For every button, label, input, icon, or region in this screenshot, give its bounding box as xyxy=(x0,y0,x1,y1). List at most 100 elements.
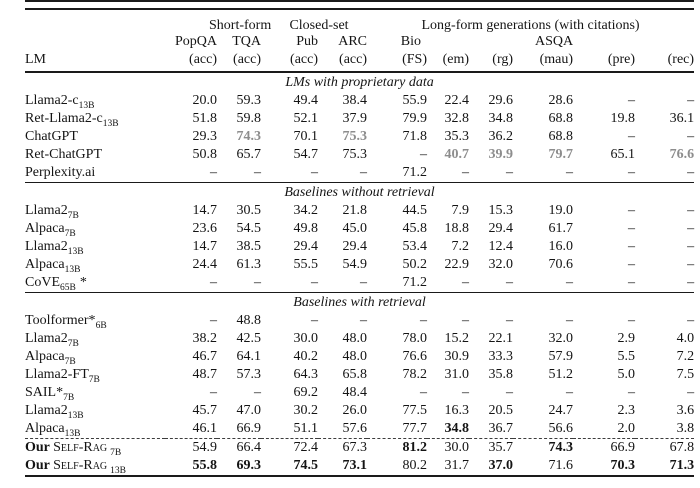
metric-value: 46.7 xyxy=(192,349,218,364)
metric-value: – xyxy=(360,275,368,290)
metric-value: 64.1 xyxy=(236,349,262,364)
metric-header-acc: (acc) xyxy=(217,50,261,73)
metric-value: 18.8 xyxy=(444,221,470,236)
metric-value: – xyxy=(210,275,217,290)
metric-value: 74.3 xyxy=(236,129,262,144)
metric-header-acc: (acc) xyxy=(261,50,318,73)
dataset-header-empty xyxy=(573,34,635,50)
metric-value: 29.4 xyxy=(293,239,319,254)
section-title: Baselines with retrieval xyxy=(25,292,695,312)
metric-value: 24.4 xyxy=(192,257,218,272)
metric-value: 71.6 xyxy=(548,458,574,473)
metric-value: 37.9 xyxy=(342,111,368,126)
metric-value: – xyxy=(420,147,428,162)
metric-value: – xyxy=(311,275,318,290)
metric-value: 34.2 xyxy=(293,203,319,218)
model-name-cell: Llama2-c13B xyxy=(25,92,165,111)
section-title-row: LMs with proprietary data xyxy=(25,72,694,92)
metric-value: 75.3 xyxy=(342,147,368,162)
dataset-header-row: PopQA TQA Pub ARC Bio ASQA xyxy=(25,34,694,50)
metric-value: 46.1 xyxy=(192,421,218,436)
model-row: Our Self-Rag 13B 55.8 69.3 74.5 73.1 80.2 31.7 3… xyxy=(25,457,694,476)
metric-value: 55.8 xyxy=(192,458,218,473)
metric-value: 49.4 xyxy=(293,93,319,108)
table-header: Short-form Closed-set Long-form generati… xyxy=(25,9,695,73)
metric-value: 76.6 xyxy=(402,349,428,364)
metric-value: 54.9 xyxy=(342,257,368,272)
metric-value: 48.4 xyxy=(342,385,368,400)
dataset-header-tqa: TQA xyxy=(232,34,261,49)
metric-value: 29.3 xyxy=(192,129,218,144)
metric-value: – xyxy=(462,165,470,180)
metric-value: – xyxy=(254,275,261,290)
dataset-header-empty xyxy=(469,34,513,50)
metric-value: 5.0 xyxy=(617,367,636,382)
metric-value: 61.3 xyxy=(236,257,262,272)
metric-value: 71.8 xyxy=(402,129,428,144)
metric-value: 67.3 xyxy=(318,438,368,457)
model-name-cell: Our Self-Rag 7B xyxy=(25,438,165,458)
model-row: Alpaca7B 23.6 54.5 49.8 45.0 45.8 18.8 29.4 61.7… xyxy=(25,220,694,239)
metric-header-em: (em) xyxy=(427,50,470,73)
model-size-subscript: 65B xyxy=(60,282,76,293)
metric-value: 49.8 xyxy=(293,221,319,236)
model-row: Our Self-Rag 7B 54.9 66.4 72.4 67.3 81.2 30.0 35… xyxy=(25,438,695,458)
metric-value: 38.4 xyxy=(342,93,368,108)
model-size-subscript: 13B xyxy=(67,246,84,257)
metric-header-rg: (rg) xyxy=(469,50,514,73)
metric-value: 32.0 xyxy=(548,331,574,346)
metric-header-rec: (rec) xyxy=(635,50,695,73)
metric-value: – xyxy=(360,165,368,180)
metric-header-acc: (acc) xyxy=(318,50,368,73)
metric-value: 51.8 xyxy=(192,111,218,126)
metric-value: 71.2 xyxy=(402,275,428,290)
metric-value: 12.4 xyxy=(488,239,514,254)
metric-value: 2.0 xyxy=(617,421,636,436)
metric-value: – xyxy=(628,313,636,328)
metric-value: 36.7 xyxy=(488,421,514,436)
metric-value: 56.6 xyxy=(548,421,574,436)
metric-value: – xyxy=(628,203,636,218)
model-name-cell: Llama2-FT7B xyxy=(25,366,165,385)
metric-value: 34.8 xyxy=(444,421,470,436)
model-name: Llama2 xyxy=(25,403,68,418)
metric-value: 7.2 xyxy=(676,349,695,364)
metric-value: 29.4 xyxy=(342,239,368,254)
metric-value: – xyxy=(628,165,636,180)
model-size-subscript: 13B xyxy=(64,428,81,439)
metric-value: 73.1 xyxy=(342,458,368,473)
metric-value: 70.6 xyxy=(548,257,574,272)
metric-value: 65.1 xyxy=(610,147,636,162)
model-name: CoVE xyxy=(25,275,60,290)
metric-value: 30.2 xyxy=(293,403,319,418)
metric-value: 19.8 xyxy=(610,111,636,126)
metric-value: 16.0 xyxy=(548,239,574,254)
model-name: Alpaca xyxy=(25,221,65,236)
model-size-subscript: 13B xyxy=(102,118,119,129)
lm-column-spacer xyxy=(25,9,165,34)
model-row: Alpaca13B 46.1 66.9 51.1 57.6 77.7 34.8 36.7 56.… xyxy=(25,420,694,439)
metric-value: 57.6 xyxy=(342,421,368,436)
metric-value: – xyxy=(210,165,217,180)
dataset-header-empty xyxy=(635,34,694,50)
model-name: Llama2 xyxy=(25,239,68,254)
metric-value: 22.9 xyxy=(444,257,470,272)
model-size-subscript: 7B xyxy=(67,210,79,221)
metric-value: 68.8 xyxy=(548,111,574,126)
table-body: LMs with proprietary data Llama2-c13B 20.0… xyxy=(25,72,695,476)
metric-value: 81.2 xyxy=(367,438,428,457)
metric-value: – xyxy=(311,313,318,328)
metric-value: 2.9 xyxy=(617,331,636,346)
metric-value: 38.5 xyxy=(236,239,262,254)
model-row: SAIL*7B – – 69.2 48.4 – – – – – – xyxy=(25,384,694,403)
metric-value: 75.3 xyxy=(342,129,368,144)
metric-value: 44.5 xyxy=(402,203,428,218)
model-name-cell: Our Self-Rag 13B xyxy=(25,457,165,476)
metric-value: 23.6 xyxy=(192,221,218,236)
model-name-cell: Ret-ChatGPT xyxy=(25,146,165,164)
metric-value: – xyxy=(628,93,636,108)
metric-value: 3.8 xyxy=(676,421,695,436)
metric-value: – xyxy=(360,313,368,328)
metric-value: – xyxy=(420,385,428,400)
model-row: Alpaca13B 24.4 61.3 55.5 54.9 50.2 22.9 32.0 70.… xyxy=(25,256,694,275)
